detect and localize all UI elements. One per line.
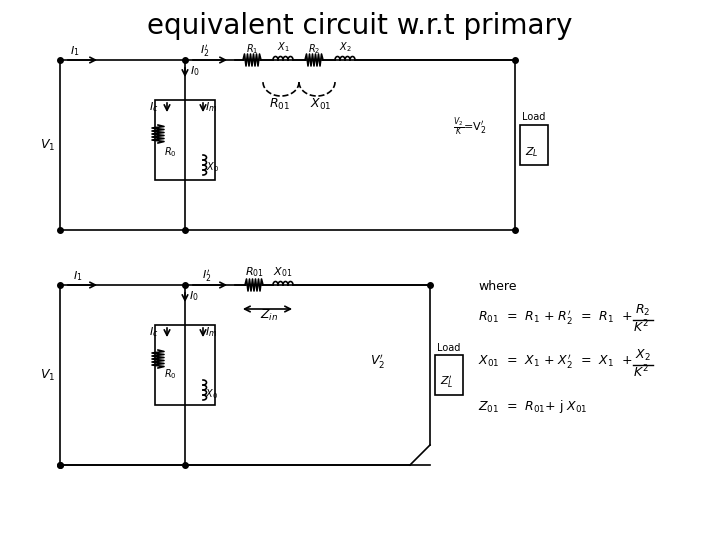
Text: $V_1$: $V_1$	[40, 367, 55, 382]
Bar	[155, 325, 215, 405]
Text: $R_1$: $R_1$	[246, 42, 258, 56]
Text: Load: Load	[437, 343, 460, 353]
Text: $I_0$: $I_0$	[190, 64, 199, 78]
Text: $X_0$: $X_0$	[205, 387, 218, 401]
Text: Load: Load	[522, 112, 545, 122]
Text: $V_2^{\prime}$: $V_2^{\prime}$	[370, 353, 385, 370]
Text: $V_1$: $V_1$	[40, 138, 55, 152]
Text: $R_0$: $R_0$	[164, 145, 176, 159]
Text: $R_2$: $R_2$	[308, 42, 320, 56]
Text: where: where	[478, 280, 516, 293]
Text: $I_m$: $I_m$	[205, 325, 217, 339]
Text: $R_2$: $R_2$	[635, 303, 650, 318]
Text: $Z_{in}$: $Z_{in}$	[260, 308, 278, 323]
Text: $R_{01}$  =  $R_1$ + $R_2^{\prime}$  =  $R_1$  +: $R_{01}$ = $R_1$ + $R_2^{\prime}$ = $R_1…	[478, 307, 632, 326]
Text: $X_2$: $X_2$	[635, 348, 651, 363]
Bar	[435, 355, 463, 395]
Bar	[155, 100, 215, 180]
Text: $I_c$: $I_c$	[149, 325, 158, 339]
Text: $X_1$: $X_1$	[276, 40, 289, 54]
Text: $X_{01}$: $X_{01}$	[310, 97, 332, 112]
Text: $X_{01}$  =  $X_1$ + $X_2^{\prime}$  =  $X_1$  +: $X_{01}$ = $X_1$ + $X_2^{\prime}$ = $X_1…	[478, 353, 632, 370]
Text: $R_0$: $R_0$	[164, 367, 176, 381]
Text: $\frac{V_2}{K}$=V$_2^{\prime}$: $\frac{V_2}{K}$=V$_2^{\prime}$	[453, 115, 487, 138]
Text: $I_c$: $I_c$	[149, 100, 158, 114]
Text: $K^2$: $K^2$	[633, 363, 649, 380]
Text: $X_2$: $X_2$	[338, 40, 351, 54]
Text: $Z_L^{\prime}$: $Z_L^{\prime}$	[440, 374, 454, 390]
Text: $X_0$: $X_0$	[206, 160, 219, 174]
Text: $I_2^{\prime}$: $I_2^{\prime}$	[200, 43, 210, 59]
Bar	[520, 125, 548, 165]
Text: equivalent circuit w.r.t primary: equivalent circuit w.r.t primary	[148, 12, 572, 40]
Text: $K^2$: $K^2$	[633, 319, 649, 335]
Text: $R_{01}$: $R_{01}$	[269, 97, 289, 112]
Text: $I_2^{\prime}$: $I_2^{\prime}$	[202, 268, 212, 284]
Text: $I_0$: $I_0$	[189, 289, 199, 303]
Text: $I_m$: $I_m$	[205, 100, 217, 114]
Text: $Z_L$: $Z_L$	[525, 145, 539, 159]
Text: $R_{01}$: $R_{01}$	[245, 265, 264, 279]
Text: $I_1$: $I_1$	[71, 44, 80, 58]
Text: $Z_{01}$  =  $R_{01}$+ j $X_{01}$: $Z_{01}$ = $R_{01}$+ j $X_{01}$	[478, 398, 588, 415]
Text: $I_1$: $I_1$	[73, 269, 83, 283]
Text: $X_{01}$: $X_{01}$	[274, 265, 292, 279]
